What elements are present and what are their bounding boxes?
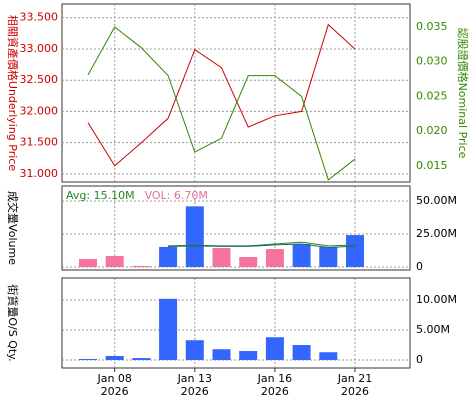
x-tick-label: Jan 08 <box>96 372 131 385</box>
y-tick-label: 31.500 <box>20 136 59 149</box>
bar <box>239 351 258 361</box>
annotation: VOL: 6.70M <box>145 189 208 202</box>
bar <box>132 265 151 268</box>
x-tick-year: 2026 <box>341 385 369 398</box>
line <box>87 23 356 167</box>
y-tick-label: 33.000 <box>20 42 59 55</box>
y-tick-label: 50.00M <box>416 194 457 207</box>
line <box>87 26 356 181</box>
bar <box>292 345 311 361</box>
bar <box>319 246 338 268</box>
bar <box>346 235 364 268</box>
y-tick-label: 25.00M <box>416 227 457 240</box>
bar <box>292 244 311 268</box>
plot-area <box>61 277 411 369</box>
bar <box>159 298 178 361</box>
y2-tick-label: 0.035 <box>416 20 448 33</box>
y2-tick-label: 0.030 <box>416 55 448 68</box>
x-tick-year: 2026 <box>261 385 289 398</box>
bar <box>265 337 284 361</box>
x-tick-label: Jan 16 <box>257 372 292 385</box>
y-tick-label: 33.500 <box>20 11 59 24</box>
plot-area <box>61 3 411 183</box>
bar <box>132 358 151 361</box>
x-tick-year: 2026 <box>101 385 129 398</box>
y2-tick-label: 0.015 <box>416 159 448 172</box>
bar <box>319 352 338 361</box>
y-axis-label: 街貨量O/S Qty. <box>6 284 20 361</box>
annotation: Avg: 15.10M <box>66 189 135 202</box>
x-tick-label: Jan 21 <box>337 372 372 385</box>
bar <box>212 248 231 268</box>
y2-tick-label: 0.020 <box>416 124 448 137</box>
y-tick-label: 0 <box>416 353 423 366</box>
bar <box>79 259 97 268</box>
bar <box>105 256 124 268</box>
bar <box>212 349 231 361</box>
y-tick-label: 31.000 <box>20 167 59 180</box>
bar <box>185 206 204 268</box>
bar <box>79 359 97 361</box>
line <box>168 241 356 247</box>
y2-axis-label: 認股證價格Nominal Price <box>456 28 470 159</box>
y-tick-label: 32.500 <box>20 73 59 86</box>
y-axis-label: 成交量Volume <box>6 191 20 265</box>
bar <box>265 249 284 268</box>
bar <box>239 256 258 268</box>
y-tick-label: 0 <box>416 260 423 273</box>
bar <box>159 246 178 268</box>
y-tick-label: 32.000 <box>20 104 59 117</box>
line <box>168 243 356 248</box>
y-axis-label: 相關資產價格Underlying Price <box>6 15 20 171</box>
y-tick-label: 10.00M <box>416 293 457 306</box>
bar <box>185 340 204 361</box>
y-tick-label: 5.00M <box>416 323 450 336</box>
bar <box>105 356 124 361</box>
y2-tick-label: 0.025 <box>416 89 448 102</box>
x-tick-label: Jan 13 <box>177 372 212 385</box>
x-tick-year: 2026 <box>181 385 209 398</box>
